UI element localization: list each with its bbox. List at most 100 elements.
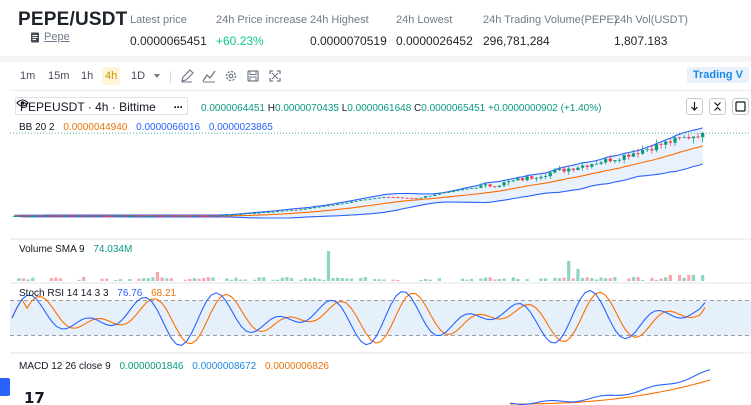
volume-bar — [312, 277, 317, 281]
volume-bar — [26, 279, 30, 281]
ohlc-readout: 0.0000064451 H0.0000070435 L0.0000061648… — [201, 103, 601, 114]
volume-bar — [206, 277, 210, 281]
candle-body — [68, 215, 72, 217]
candle-body — [91, 215, 95, 217]
candle-body — [627, 154, 631, 157]
volume-bar — [146, 278, 150, 281]
volume-bar — [567, 261, 571, 281]
candle-body — [396, 197, 400, 198]
symbol-legend[interactable]: PEPEUSDT · 4h · Bittime ··· — [15, 97, 188, 115]
candle-body — [604, 158, 608, 163]
candle-body — [220, 215, 224, 216]
volume-bar — [262, 277, 266, 281]
interval-15m[interactable]: 15m — [48, 70, 70, 82]
drawing-pencil-icon[interactable] — [180, 69, 194, 83]
stat-label: Latest price — [130, 14, 187, 26]
macd-legend[interactable]: MACD 12 26 close 9 0.0000001846 0.000000… — [19, 361, 329, 372]
volume-bar — [58, 278, 63, 281]
stoch-band-fill — [10, 300, 751, 336]
collapse-button[interactable] — [709, 98, 726, 115]
stat-label: 24h Price increase — [216, 14, 308, 26]
candle-body — [183, 215, 187, 217]
fullscreen-icon[interactable] — [268, 69, 282, 83]
settings-gear-icon[interactable] — [224, 69, 238, 83]
volume-bar — [511, 277, 515, 281]
volume-bar — [580, 277, 585, 281]
candle-body — [63, 215, 67, 217]
candle-body — [160, 216, 164, 217]
candle-body — [234, 214, 238, 216]
volume-bar — [225, 278, 229, 281]
volume-bar — [118, 279, 123, 281]
candle-body — [479, 185, 483, 188]
stoch-rsi-d: 68.21 — [151, 288, 177, 299]
more-options-icon[interactable]: ··· — [173, 100, 184, 114]
volume-bar — [539, 278, 543, 281]
interval-1h[interactable]: 1h — [81, 70, 94, 82]
candle-body — [262, 212, 266, 214]
candle-body — [336, 203, 340, 205]
volume-bar — [373, 279, 377, 281]
macd-line — [509, 369, 711, 405]
volume-bar — [243, 279, 247, 281]
ohlc-high-label: H — [267, 103, 275, 114]
interval-1d[interactable]: 1D — [131, 70, 146, 82]
candle-body — [105, 215, 109, 217]
candle-body — [659, 144, 663, 145]
candle-body — [151, 215, 155, 217]
macd-signal: 0.0000008672 — [192, 361, 257, 372]
volume-bar — [252, 279, 257, 281]
candle-body — [137, 215, 141, 217]
candle-body — [312, 207, 317, 209]
maximize-button[interactable] — [732, 98, 749, 115]
volume-bar — [137, 278, 141, 281]
candle-body — [465, 188, 469, 190]
volume-bar — [636, 277, 640, 281]
trading-view-tab[interactable]: Trading V — [686, 67, 749, 83]
stat-latest-price: Latest price 0.0000065451 — [130, 14, 207, 48]
candle-body — [345, 202, 349, 204]
stoch-rsi-legend[interactable]: Stoch RSI 14 14 3 3 76.76 68.21 — [19, 288, 176, 299]
volume-bar — [317, 278, 321, 281]
save-icon[interactable] — [246, 69, 260, 83]
candle-body — [488, 184, 492, 187]
candle-body — [179, 215, 183, 217]
dropdown-caret-icon[interactable] — [150, 69, 164, 83]
candle-body — [248, 213, 252, 215]
candle-body — [202, 216, 206, 217]
price-chart[interactable]: PEPEUSDT · 4h · Bittime ··· 0.0000064451… — [10, 90, 751, 405]
chart-canvas[interactable] — [10, 91, 751, 405]
ohlc-close: 0.0000065451 — [421, 103, 486, 114]
coin-link[interactable]: Pepe — [44, 31, 70, 43]
side-panel-toggle[interactable] — [0, 378, 10, 396]
candle-body — [553, 169, 557, 173]
ohlc-close-label: C — [414, 103, 422, 114]
scroll-down-button[interactable] — [686, 98, 703, 115]
volume-bar — [142, 278, 146, 281]
macd-value: 0.0000001846 — [119, 361, 184, 372]
volume-bar — [479, 278, 483, 281]
candle-body — [511, 180, 515, 182]
bb-legend[interactable]: BB 20 2 0.0000044940 0.0000066016 0.0000… — [19, 122, 273, 133]
volume-bar — [668, 275, 672, 281]
candle-body — [285, 210, 289, 212]
collapse-icon — [714, 102, 721, 111]
indicators-icon[interactable] — [202, 69, 216, 83]
volume-bar — [326, 251, 331, 281]
interval-1m[interactable]: 1m — [20, 70, 36, 82]
volume-bar — [437, 278, 441, 281]
interval-4h[interactable]: 4h — [102, 67, 121, 85]
candle-body — [599, 162, 603, 164]
candle-body — [289, 209, 294, 211]
volume-bar — [470, 278, 474, 281]
volume-bar — [276, 279, 280, 281]
candle-body — [446, 191, 451, 193]
volume-bar — [151, 277, 155, 281]
volume-bar — [419, 279, 423, 281]
candle-body — [266, 212, 271, 213]
candle-body — [701, 133, 705, 138]
stat-label: 24h Trading Volume(PEPE) — [483, 14, 618, 26]
volume-bar — [488, 277, 492, 281]
volume-bar — [359, 277, 363, 281]
volume-legend[interactable]: Volume SMA 9 74.034M — [19, 244, 132, 255]
